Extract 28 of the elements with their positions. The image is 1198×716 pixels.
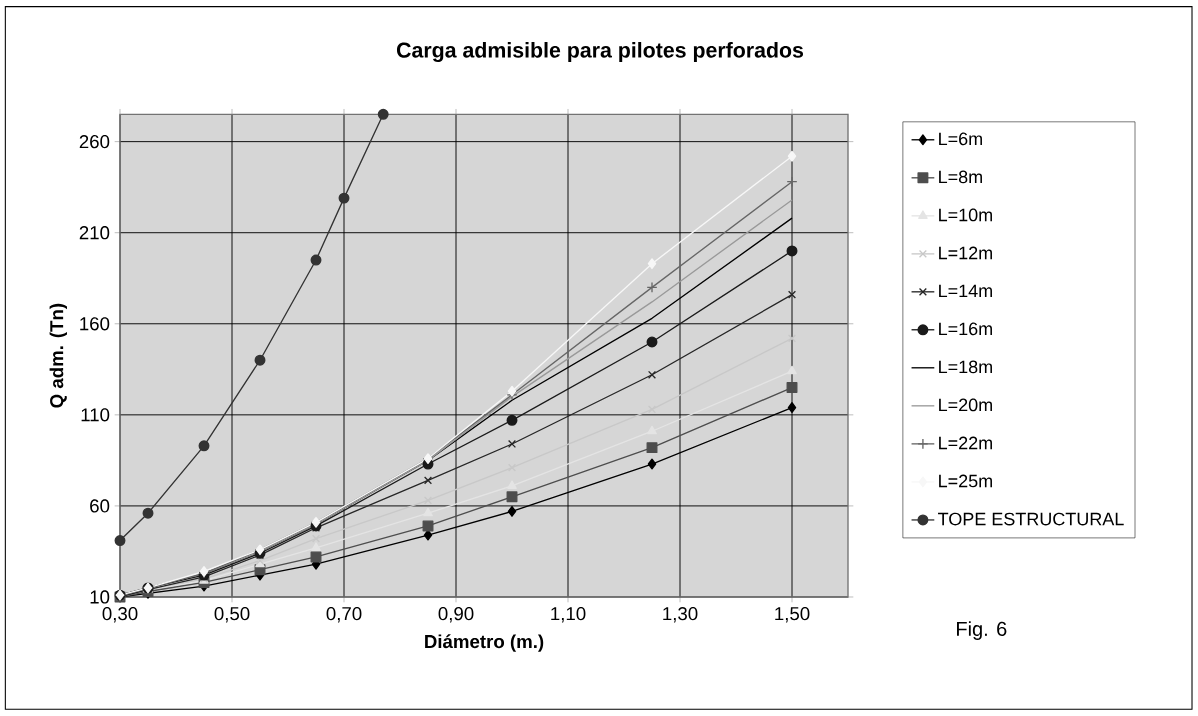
y-tick-label: 160: [80, 317, 110, 331]
legend-label: TOPE ESTRUCTURAL: [938, 512, 1124, 526]
y-tick-label: 110: [81, 408, 110, 422]
legend-label: L=10m: [939, 208, 992, 222]
legend-label: L=22m: [939, 436, 992, 450]
x-tick-label: 1,50: [775, 607, 810, 623]
y-axis-title: Q adm. (Tn): [49, 303, 67, 408]
x-tick-label: 0,90: [438, 607, 474, 623]
chart-title: Carga admisible para pilotes perforados: [396, 42, 804, 62]
legend-label: L=18m: [939, 360, 992, 374]
legend-label: L=16m: [939, 322, 992, 336]
y-tick-label: 10: [90, 590, 110, 604]
legend-label: L=14m: [939, 284, 992, 298]
y-tick-label: 210: [79, 226, 110, 240]
legend-label: L=6m: [939, 132, 982, 146]
x-tick-label: 1,30: [663, 607, 698, 623]
legend-label: L=25m: [939, 474, 992, 488]
y-tick-label: 260: [79, 135, 110, 149]
legend-label: L=20m: [939, 398, 992, 412]
x-tick-label: 0,30: [102, 607, 138, 623]
x-axis-title: Diámetro (m.): [425, 634, 544, 652]
x-tick-label: 0,70: [326, 607, 362, 623]
legend-label: L=8m: [939, 170, 982, 184]
x-tick-label: 1,10: [551, 607, 586, 623]
legend-label: L=12m: [939, 246, 992, 260]
y-tick-label: 60: [90, 499, 110, 513]
caption: Fig. 6: [957, 621, 1007, 640]
x-tick-label: 0,50: [214, 607, 250, 623]
